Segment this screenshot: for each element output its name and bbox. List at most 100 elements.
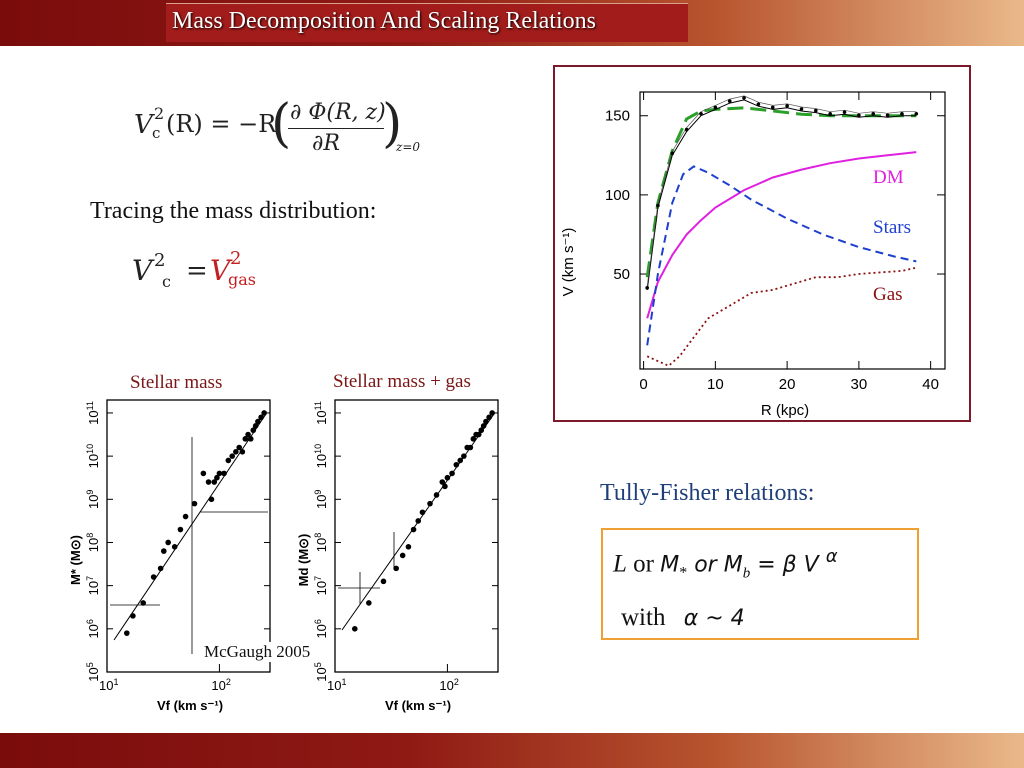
legend-dm: DM bbox=[873, 167, 904, 188]
data-point bbox=[670, 151, 675, 156]
scatter-point bbox=[236, 444, 243, 451]
data-point bbox=[684, 127, 689, 132]
x-axis-label: R (kpc) bbox=[761, 402, 809, 419]
data-point bbox=[656, 203, 660, 208]
scatter-point bbox=[444, 474, 451, 481]
scatter-stellar-mass: 105 106 107 108 109 1010 1011 101 102 M* (M⊙) Vf… bbox=[70, 399, 271, 713]
y-tick-label: 1010 bbox=[85, 444, 101, 468]
y-tick-label: 106 bbox=[85, 619, 101, 638]
data-point bbox=[785, 104, 789, 108]
scatter-point bbox=[200, 470, 207, 477]
scatter-point bbox=[366, 600, 372, 606]
title-box bbox=[166, 3, 688, 42]
panel-label-stellar-mass: Stellar mass bbox=[130, 372, 223, 393]
axis-ticks: 105 106 107 108 109 1010 1011 101 102 bbox=[313, 401, 498, 693]
data-point bbox=[828, 111, 832, 116]
data-point bbox=[699, 111, 703, 116]
fraction-bar bbox=[288, 128, 384, 129]
scatter-point bbox=[160, 548, 167, 554]
scatter-point bbox=[245, 431, 251, 438]
scatter-point bbox=[457, 457, 464, 464]
plot-area bbox=[639, 91, 946, 370]
x-tick-label: 101 bbox=[327, 677, 346, 693]
x-tick-label: 20 bbox=[779, 376, 796, 393]
fit-line bbox=[341, 413, 495, 631]
scatter-point bbox=[191, 500, 198, 507]
data-point bbox=[742, 96, 746, 100]
y-tick-label: 107 bbox=[313, 576, 329, 595]
scatter-point bbox=[182, 513, 189, 520]
scatter-point bbox=[242, 436, 249, 442]
y-tick-label: 50 bbox=[613, 266, 630, 283]
y-tick-label: 109 bbox=[85, 490, 101, 509]
scatter-point bbox=[211, 479, 218, 485]
y-tick-label: 150 bbox=[605, 108, 630, 125]
scatter-point bbox=[165, 539, 171, 546]
fit-line bbox=[113, 413, 267, 641]
series-dm-line bbox=[646, 151, 917, 319]
y-axis-label: Md (M⊙) bbox=[298, 534, 311, 587]
y-axis-label: V (km s⁻¹) bbox=[560, 228, 577, 297]
scatter-point bbox=[214, 474, 220, 481]
x-tick-label: 101 bbox=[99, 677, 118, 693]
scatter-point bbox=[233, 449, 239, 455]
y-tick-label: 1011 bbox=[85, 401, 101, 425]
tracing-label: Tracing the mass distribution: bbox=[90, 198, 377, 224]
data-point bbox=[756, 102, 761, 107]
scatter-point bbox=[225, 457, 232, 464]
y-tick-label: 105 bbox=[313, 662, 329, 681]
y-tick-label: 109 bbox=[313, 490, 329, 509]
data-point bbox=[799, 107, 804, 111]
x-tick-label: 102 bbox=[211, 677, 230, 693]
y-tick-label: 108 bbox=[85, 533, 101, 552]
slide-title: Mass Decomposition And Scaling Relations bbox=[172, 8, 596, 34]
x-axis-label: Vf (km s⁻¹) bbox=[157, 698, 223, 713]
tully-fisher-label: Tully-Fisher relations: bbox=[600, 480, 815, 506]
scatter-point bbox=[261, 410, 267, 416]
scatter-point bbox=[399, 552, 406, 559]
scatter-point bbox=[478, 427, 485, 434]
data-point bbox=[857, 113, 861, 118]
scatter-point bbox=[205, 479, 212, 485]
scatter-point bbox=[140, 600, 147, 606]
data-point bbox=[885, 113, 890, 118]
data-point bbox=[814, 108, 818, 113]
y-tick-label: 1010 bbox=[313, 444, 329, 468]
data-point bbox=[842, 110, 847, 114]
y-axis-label: M* (M⊙) bbox=[70, 535, 83, 585]
tully-fisher-box: L or M* or Mb = β V α with α ~ 4 bbox=[601, 528, 919, 640]
scatter-point bbox=[229, 453, 236, 459]
data-point bbox=[727, 99, 732, 103]
x-tick-label: 10 bbox=[707, 376, 724, 393]
equation-circular-velocity: V 2 c (R) = −R ( ∂ Φ(R, z) ∂R ) z=0 bbox=[134, 94, 421, 156]
series-group bbox=[645, 95, 919, 367]
y-tick-label: 105 bbox=[85, 662, 101, 681]
plot-area bbox=[334, 399, 499, 673]
data-point bbox=[770, 105, 775, 110]
scatter-point bbox=[351, 626, 358, 632]
y-tick-label: 106 bbox=[313, 619, 329, 638]
scatter-point bbox=[123, 630, 130, 636]
scatter-point bbox=[255, 418, 261, 425]
scatter-point bbox=[216, 470, 223, 477]
scatter-point bbox=[177, 526, 184, 533]
axis-ticks: 0 10 20 30 40 50 100 150 bbox=[605, 92, 945, 393]
data-point bbox=[713, 105, 718, 110]
scatter-point bbox=[439, 479, 446, 485]
x-tick-label: 0 bbox=[639, 376, 647, 393]
scatter-stellar-mass-gas: 105 106 107 108 109 1010 1011 101 102 Md (M⊙) Vf… bbox=[298, 399, 499, 713]
x-axis-label: Vf (km s⁻¹) bbox=[385, 698, 451, 713]
data-point bbox=[914, 111, 919, 116]
x-tick-label: 102 bbox=[439, 677, 458, 693]
footer-bar bbox=[0, 733, 1024, 768]
equation-vc-gas: V 2 c = V 2 gas bbox=[132, 248, 256, 291]
y-tick-label: 100 bbox=[605, 187, 630, 204]
series-data-line bbox=[646, 99, 917, 290]
data-point bbox=[900, 111, 904, 116]
scatter-point bbox=[405, 543, 412, 550]
scatter-point bbox=[247, 436, 254, 442]
plot-area bbox=[106, 399, 271, 673]
data-point bbox=[871, 111, 876, 116]
scatter-point bbox=[470, 436, 477, 442]
